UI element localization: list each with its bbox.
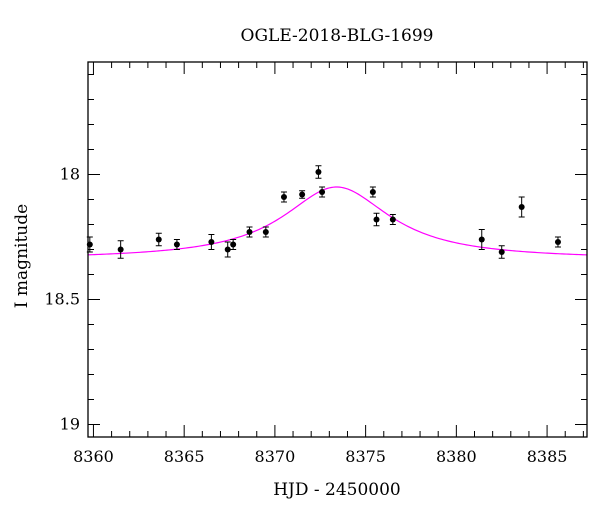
- y-tick-label: 18: [60, 165, 80, 184]
- point-marker: [155, 236, 162, 243]
- point-marker: [319, 189, 326, 195]
- point-marker: [498, 249, 505, 255]
- x-axis-label: HJD - 2450000: [273, 480, 401, 500]
- point-marker: [315, 169, 322, 175]
- model-curve: [88, 186, 587, 256]
- x-tick-label: 8380: [436, 447, 477, 466]
- data-point: [262, 226, 269, 238]
- x-tick-label: 8365: [164, 447, 205, 466]
- data-point: [117, 240, 124, 259]
- point-marker: [262, 229, 269, 235]
- plot-area: [86, 165, 587, 259]
- point-marker: [369, 189, 376, 195]
- x-tick-label: 8385: [527, 447, 568, 466]
- axis-ticks: [88, 62, 587, 437]
- point-marker: [478, 236, 485, 243]
- x-tick-label: 8370: [255, 447, 296, 466]
- point-marker: [208, 239, 215, 245]
- point-marker: [373, 216, 380, 223]
- point-marker: [518, 204, 525, 210]
- x-tick-label: 8375: [345, 447, 386, 466]
- point-marker: [389, 216, 396, 223]
- data-point: [498, 245, 505, 259]
- data-point: [224, 241, 231, 258]
- data-point: [155, 232, 162, 247]
- point-marker: [230, 241, 237, 248]
- plot-frame: [87, 61, 588, 438]
- tick-labels: 8360 8365 8370 8375 8380 8385 18 18.5 19: [44, 165, 567, 467]
- data-point: [230, 239, 237, 250]
- data-point: [373, 212, 380, 227]
- y-axis-label: I magnitude: [12, 204, 32, 308]
- data-point: [369, 186, 376, 198]
- y-tick-label: 19: [60, 415, 80, 434]
- point-marker: [246, 229, 253, 235]
- point-marker: [299, 191, 306, 198]
- data-point: [478, 229, 485, 250]
- data-point: [315, 165, 322, 179]
- point-marker: [224, 246, 231, 253]
- data-point: [280, 191, 287, 203]
- data-point: [554, 236, 561, 248]
- data-point: [246, 226, 253, 238]
- data-point: [173, 239, 180, 250]
- point-marker: [117, 246, 124, 253]
- point-marker: [280, 194, 287, 200]
- data-point: [518, 196, 525, 218]
- data-point: [208, 234, 215, 250]
- data-point: [319, 186, 326, 198]
- data-point: [299, 190, 306, 199]
- point-marker: [554, 239, 561, 245]
- data-point: [389, 214, 396, 225]
- chart-title: OGLE-2018-BLG-1699: [241, 26, 434, 46]
- y-tick-label: 18.5: [44, 290, 80, 309]
- point-marker: [173, 241, 180, 248]
- x-tick-label: 8360: [73, 447, 114, 466]
